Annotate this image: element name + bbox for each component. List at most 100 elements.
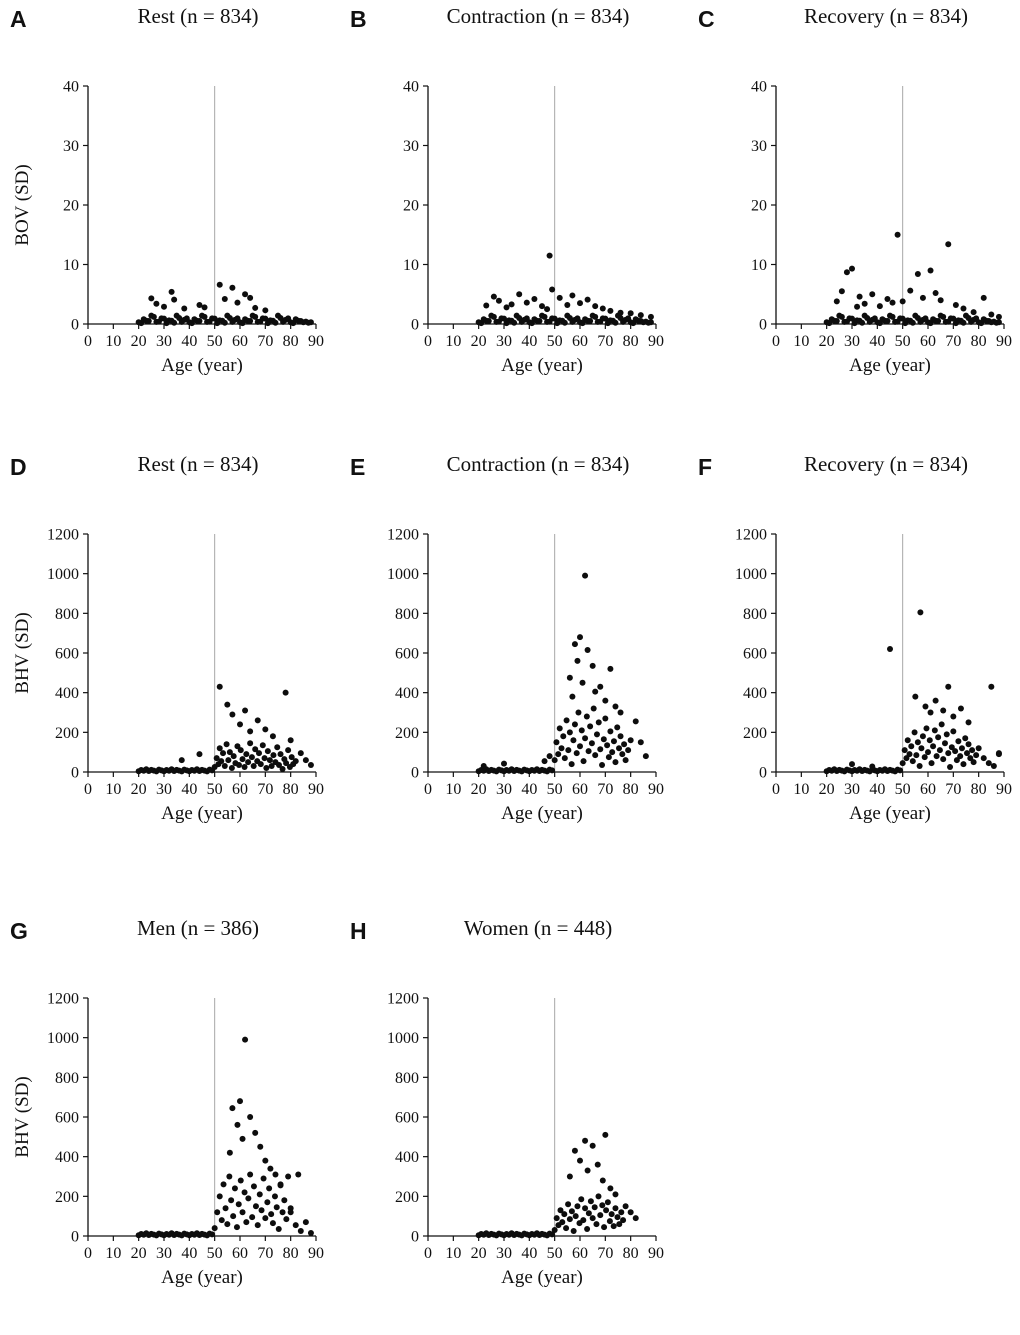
svg-text:600: 600 <box>743 646 767 663</box>
svg-text:40: 40 <box>181 333 197 350</box>
svg-text:70: 70 <box>257 781 273 798</box>
svg-text:90: 90 <box>648 1245 664 1262</box>
svg-text:10: 10 <box>445 781 461 798</box>
svg-text:20: 20 <box>819 333 835 350</box>
svg-text:30: 30 <box>156 1245 172 1262</box>
panel-F-header: F Recovery (n = 834) <box>696 452 1020 486</box>
svg-text:20: 20 <box>63 198 79 215</box>
svg-text:60: 60 <box>572 1245 588 1262</box>
svg-text:30: 30 <box>403 138 419 155</box>
svg-text:1000: 1000 <box>47 566 79 583</box>
svg-text:400: 400 <box>743 685 767 702</box>
svg-text:10: 10 <box>63 257 79 274</box>
svg-text:400: 400 <box>395 1149 419 1166</box>
svg-text:80: 80 <box>623 781 639 798</box>
svg-text:70: 70 <box>945 333 961 350</box>
svg-text:200: 200 <box>743 725 767 742</box>
svg-text:90: 90 <box>996 781 1012 798</box>
svg-text:50: 50 <box>547 1245 563 1262</box>
svg-text:1200: 1200 <box>387 991 419 1008</box>
svg-text:200: 200 <box>395 725 419 742</box>
svg-text:80: 80 <box>971 781 987 798</box>
svg-text:40: 40 <box>403 79 419 96</box>
scatter-svg-H: 0 200 400 600 800 1000 1200 0 10 20 30 40 50 60 70 80 90… <box>387 991 664 1289</box>
svg-text:70: 70 <box>597 781 613 798</box>
panel-D: D Rest (n = 834) 0 200 400 600 800 1000 1200 0 1… <box>8 452 332 832</box>
svg-text:200: 200 <box>395 1189 419 1206</box>
svg-text:60: 60 <box>920 333 936 350</box>
svg-text:30: 30 <box>156 781 172 798</box>
panel-letter-G: G <box>10 918 28 944</box>
panel-letter-D: D <box>10 454 27 480</box>
svg-text:BOV (SD): BOV (SD) <box>12 164 33 245</box>
svg-text:800: 800 <box>395 1070 419 1087</box>
svg-text:Age (year): Age (year) <box>849 803 931 824</box>
svg-text:90: 90 <box>648 781 664 798</box>
panel-letter-F: F <box>698 454 713 480</box>
svg-text:40: 40 <box>751 79 767 96</box>
panel-A: A Rest (n = 834) 0 10 20 30 40 0 10 20 30 40 50 60 7… <box>8 4 332 384</box>
svg-text:30: 30 <box>496 781 512 798</box>
svg-text:600: 600 <box>395 646 419 663</box>
svg-text:80: 80 <box>623 333 639 350</box>
svg-text:1000: 1000 <box>387 1030 419 1047</box>
svg-text:20: 20 <box>471 1245 487 1262</box>
svg-text:30: 30 <box>63 138 79 155</box>
svg-text:400: 400 <box>395 685 419 702</box>
scatter-svg-A: 0 10 20 30 40 0 10 20 30 40 50 60 70 80 90 Age (year) BO… <box>12 79 324 377</box>
svg-text:0: 0 <box>411 1229 419 1246</box>
svg-text:20: 20 <box>131 781 147 798</box>
svg-text:10: 10 <box>403 257 419 274</box>
svg-text:70: 70 <box>945 781 961 798</box>
panel-title-C: Recovery (n = 834) <box>803 4 969 28</box>
svg-text:20: 20 <box>131 1245 147 1262</box>
panel-G-header: G Men (n = 386) <box>8 916 332 950</box>
svg-text:1000: 1000 <box>735 566 767 583</box>
svg-text:600: 600 <box>55 646 79 663</box>
svg-text:1200: 1200 <box>47 527 79 544</box>
svg-text:30: 30 <box>844 781 860 798</box>
svg-text:50: 50 <box>207 333 223 350</box>
svg-text:60: 60 <box>920 781 936 798</box>
panel-letter-B: B <box>350 6 367 32</box>
svg-text:30: 30 <box>496 1245 512 1262</box>
svg-text:1000: 1000 <box>387 566 419 583</box>
svg-text:1200: 1200 <box>735 527 767 544</box>
svg-text:30: 30 <box>844 333 860 350</box>
panel-A-header: A Rest (n = 834) <box>8 4 332 38</box>
svg-text:Age (year): Age (year) <box>849 355 931 376</box>
panel-C-header: C Recovery (n = 834) <box>696 4 1020 38</box>
svg-text:10: 10 <box>105 333 121 350</box>
svg-text:40: 40 <box>181 1245 197 1262</box>
svg-text:Age (year): Age (year) <box>161 803 243 824</box>
panel-letter-E: E <box>350 454 366 480</box>
svg-text:0: 0 <box>424 781 432 798</box>
svg-text:200: 200 <box>55 1189 79 1206</box>
svg-text:1200: 1200 <box>387 527 419 544</box>
svg-text:40: 40 <box>521 333 537 350</box>
svg-text:10: 10 <box>793 333 809 350</box>
svg-text:40: 40 <box>63 79 79 96</box>
panel-title-D: Rest (n = 834) <box>137 452 259 476</box>
svg-text:30: 30 <box>751 138 767 155</box>
svg-text:600: 600 <box>395 1110 419 1127</box>
svg-text:0: 0 <box>84 333 92 350</box>
scatter-plot-contraction-bov: 0 10 20 30 40 0 10 20 30 40 50 60 70 80 90 Age (year) <box>348 38 672 384</box>
panel-letter-H: H <box>350 918 367 944</box>
svg-text:60: 60 <box>232 1245 248 1262</box>
svg-text:400: 400 <box>55 1149 79 1166</box>
panel-F: F Recovery (n = 834) 0 200 400 600 800 1000 12… <box>696 452 1020 832</box>
scatter-svg-B: 0 10 20 30 40 0 10 20 30 40 50 60 70 80 90 Age (year) <box>403 79 664 377</box>
panel-title-B: Contraction (n = 834) <box>446 4 630 28</box>
scatter-svg-C: 0 10 20 30 40 0 10 20 30 40 50 60 70 80 90 Age (year) <box>751 79 1012 377</box>
panel-H-header: H Women (n = 448) <box>348 916 672 950</box>
svg-text:50: 50 <box>547 333 563 350</box>
svg-text:0: 0 <box>759 765 767 782</box>
svg-text:90: 90 <box>308 781 324 798</box>
svg-text:80: 80 <box>971 333 987 350</box>
svg-text:10: 10 <box>105 1245 121 1262</box>
svg-text:40: 40 <box>181 781 197 798</box>
svg-text:0: 0 <box>71 765 79 782</box>
panel-E: E Contraction (n = 834) 0 200 400 600 800 100… <box>348 452 672 832</box>
svg-text:50: 50 <box>207 781 223 798</box>
